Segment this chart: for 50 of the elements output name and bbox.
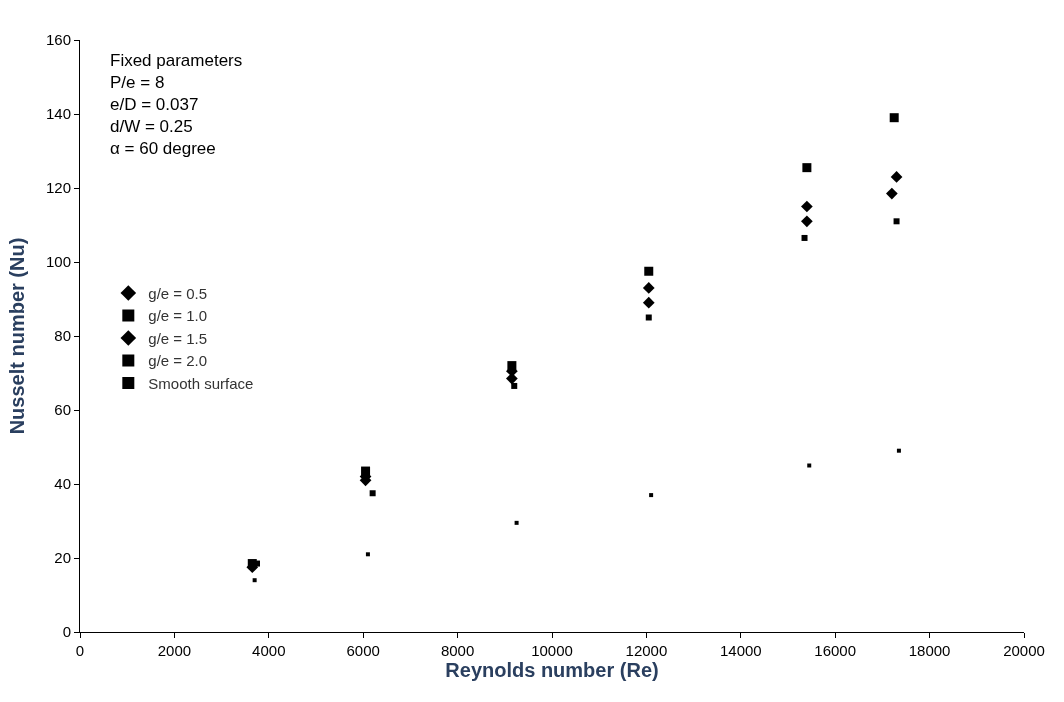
point — [802, 163, 812, 173]
point — [507, 361, 517, 371]
point — [801, 215, 813, 228]
point — [889, 113, 899, 123]
annotation: Fixed parameters P/e = 8 e/D = 0.037 d/W = 0.25 α = 60 degree — [110, 51, 243, 159]
y-tick-label: 140 — [45, 105, 71, 123]
point — [896, 448, 901, 453]
point — [642, 282, 655, 294]
point — [885, 187, 898, 200]
x-axis-title: Reynolds number (Re) — [445, 659, 659, 681]
y-tick-label: 160 — [45, 31, 71, 49]
point — [890, 171, 903, 183]
y-tick-label: 80 — [54, 327, 71, 345]
y-tick-label: 0 — [62, 623, 71, 641]
y-tick-label: 60 — [54, 401, 71, 419]
legend-label: Smooth surface — [148, 374, 254, 392]
x-tick-label: 16000 — [814, 642, 857, 659]
legend-label: g/e = 0.5 — [148, 284, 208, 302]
point — [365, 552, 370, 557]
point — [252, 578, 257, 583]
point — [807, 463, 812, 468]
x-tick-label: 6000 — [346, 642, 380, 659]
legend-label: g/e = 1.5 — [148, 329, 208, 347]
x-tick-label: 20000 — [1003, 642, 1045, 659]
point — [369, 490, 376, 497]
legend-label: g/e = 1.0 — [148, 307, 208, 325]
x-tick-label: 0 — [75, 642, 85, 659]
x-tick-label: 8000 — [440, 642, 475, 659]
y-axis-title: Nusselt number (Nu) — [6, 237, 29, 435]
y-tick-label: 40 — [54, 475, 71, 493]
point — [644, 266, 654, 276]
x-tick-label: 4000 — [252, 642, 286, 659]
x-tick-label: 10000 — [531, 642, 573, 659]
y-tick-label: 100 — [45, 253, 71, 271]
x-tick-label: 2000 — [157, 642, 192, 659]
point — [801, 234, 808, 241]
point — [514, 520, 519, 525]
y-tick-label: 20 — [54, 549, 71, 567]
x-tick-label: 12000 — [625, 642, 668, 659]
point — [361, 466, 371, 476]
point — [642, 296, 655, 309]
legend-label: g/e = 2.0 — [148, 352, 208, 370]
point — [511, 382, 518, 389]
x-tick-label: 14000 — [719, 642, 762, 659]
point — [893, 218, 900, 225]
x-tick-label: 18000 — [908, 642, 951, 659]
y-tick-label: 120 — [45, 179, 71, 197]
point — [801, 200, 813, 213]
point — [649, 493, 654, 498]
point — [645, 314, 652, 321]
